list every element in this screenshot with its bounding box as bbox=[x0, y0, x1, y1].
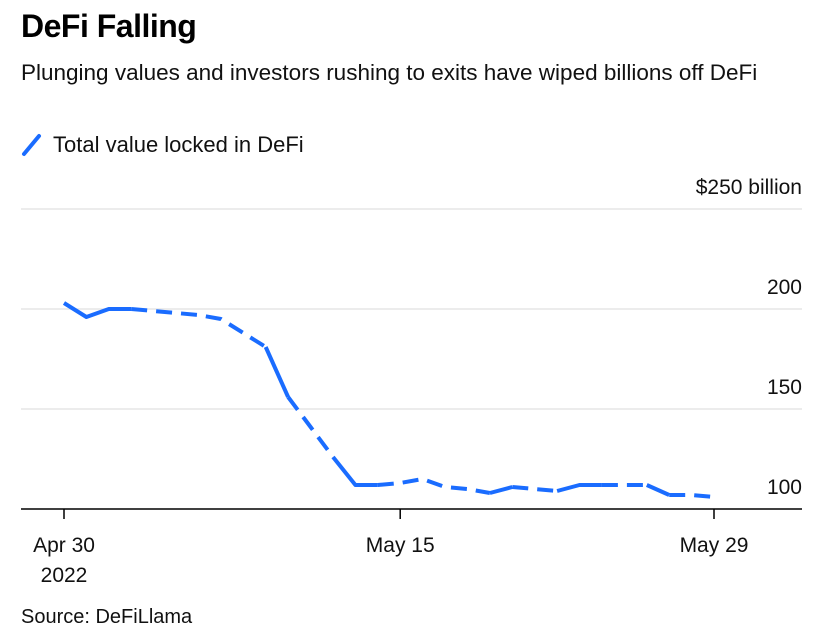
y-tick-label: 150 bbox=[767, 376, 802, 399]
series-line-solid bbox=[645, 483, 671, 497]
data-point bbox=[512, 487, 513, 488]
legend: Total value locked in DeFi bbox=[21, 131, 304, 159]
x-tick-sublabel: 2022 bbox=[41, 564, 88, 587]
data-point bbox=[310, 427, 311, 428]
data-point bbox=[557, 491, 558, 492]
series-line-solid bbox=[556, 483, 602, 493]
source-note: Source: DeFiLlama bbox=[21, 606, 193, 628]
data-point bbox=[131, 309, 132, 310]
y-tick-label: $250 billion bbox=[696, 176, 802, 199]
series-line-solid bbox=[263, 346, 290, 398]
data-point bbox=[153, 311, 154, 312]
data-point bbox=[265, 347, 266, 348]
series-line-solid bbox=[331, 455, 378, 487]
series-line-dashed bbox=[512, 485, 558, 493]
data-point bbox=[489, 493, 490, 494]
data-point bbox=[400, 483, 401, 484]
data-point bbox=[669, 495, 670, 496]
y-tick-label: 200 bbox=[767, 276, 802, 299]
data-point bbox=[377, 485, 378, 486]
data-point bbox=[64, 303, 65, 304]
data-point bbox=[714, 497, 715, 498]
dashed-line-swatch-icon bbox=[22, 134, 41, 156]
data-point bbox=[198, 315, 199, 316]
data-point bbox=[601, 485, 602, 486]
data-point bbox=[243, 333, 244, 334]
data-point bbox=[534, 489, 535, 490]
x-tick-label: Apr 30 bbox=[33, 534, 95, 557]
series-line-dashed bbox=[286, 395, 335, 459]
data-point bbox=[467, 489, 468, 490]
y-tick-label: 100 bbox=[767, 476, 802, 499]
data-point bbox=[646, 485, 647, 486]
chart-title: DeFi Falling bbox=[21, 8, 197, 44]
data-point bbox=[355, 485, 356, 486]
data-point bbox=[288, 397, 289, 398]
x-tick-label: May 29 bbox=[680, 534, 749, 557]
data-point bbox=[332, 457, 333, 458]
legend-label: Total value locked in DeFi bbox=[53, 132, 304, 157]
data-point bbox=[86, 317, 87, 318]
data-point bbox=[176, 313, 177, 314]
data-point bbox=[624, 485, 625, 486]
data-point bbox=[445, 487, 446, 488]
data-point bbox=[691, 495, 692, 496]
chart-subtitle: Plunging values and investors rushing to… bbox=[21, 60, 758, 85]
series-line-dashed bbox=[377, 477, 491, 495]
series-line-solid bbox=[489, 485, 513, 495]
x-tick-label: May 15 bbox=[366, 534, 435, 557]
data-point bbox=[108, 309, 109, 310]
line-chart: $250 billion 200 150 100 Apr 30 2022 May 15 May… bbox=[21, 176, 802, 587]
data-point bbox=[422, 479, 423, 480]
data-point bbox=[220, 319, 221, 320]
series-line-dashed bbox=[669, 493, 715, 499]
data-point bbox=[579, 485, 580, 486]
series-line-solid bbox=[62, 301, 132, 319]
